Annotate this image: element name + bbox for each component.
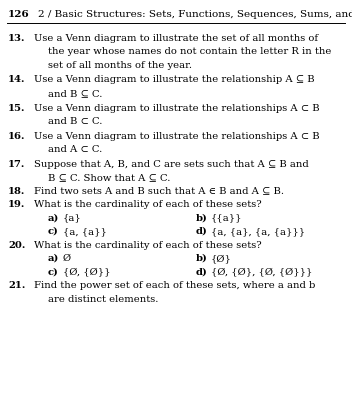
Text: Find two sets A and B such that A ∈ B and A ⊆ B.: Find two sets A and B such that A ∈ B an… — [34, 187, 284, 196]
Text: {Ø, {Ø}}: {Ø, {Ø}} — [63, 268, 111, 277]
Text: c): c) — [48, 268, 59, 277]
Text: b): b) — [196, 254, 208, 263]
Text: What is the cardinality of each of these sets?: What is the cardinality of each of these… — [34, 200, 262, 209]
Text: 15.: 15. — [8, 104, 25, 113]
Text: {a, {a}}: {a, {a}} — [63, 227, 107, 236]
Text: {Ø}: {Ø} — [211, 254, 232, 263]
Text: and B ⊂ C.: and B ⊂ C. — [48, 117, 102, 126]
Text: a): a) — [48, 213, 59, 222]
Text: Use a Venn diagram to illustrate the set of all months of: Use a Venn diagram to illustrate the set… — [34, 34, 318, 43]
Text: Use a Venn diagram to illustrate the relationships A ⊂ B: Use a Venn diagram to illustrate the rel… — [34, 104, 320, 113]
Text: 17.: 17. — [8, 159, 25, 169]
Text: Suppose that A, B, and C are sets such that A ⊆ B and: Suppose that A, B, and C are sets such t… — [34, 159, 309, 169]
Text: Find the power set of each of these sets, where a and b: Find the power set of each of these sets… — [34, 281, 315, 290]
Text: 14.: 14. — [8, 76, 25, 85]
Text: 126: 126 — [8, 10, 30, 19]
Text: are distinct elements.: are distinct elements. — [48, 295, 158, 303]
Text: c): c) — [48, 227, 59, 236]
Text: set of all months of the year.: set of all months of the year. — [48, 61, 192, 70]
Text: Ø: Ø — [63, 254, 71, 263]
Text: b): b) — [196, 213, 208, 222]
Text: and B ⊆ C.: and B ⊆ C. — [48, 89, 102, 98]
Text: 20.: 20. — [8, 240, 25, 249]
Text: Use a Venn diagram to illustrate the relationships A ⊂ B: Use a Venn diagram to illustrate the rel… — [34, 132, 320, 141]
Text: 2 / Basic Structures: Sets, Functions, Sequences, Sums, and M…: 2 / Basic Structures: Sets, Functions, S… — [38, 10, 352, 19]
Text: 19.: 19. — [8, 200, 25, 209]
Text: What is the cardinality of each of these sets?: What is the cardinality of each of these… — [34, 240, 262, 249]
Text: 21.: 21. — [8, 281, 25, 290]
Text: B ⊆ C. Show that A ⊆ C.: B ⊆ C. Show that A ⊆ C. — [48, 173, 170, 182]
Text: {a}: {a} — [63, 213, 82, 222]
Text: {a, {a}, {a, {a}}}: {a, {a}, {a, {a}}} — [211, 227, 305, 236]
Text: {{a}}: {{a}} — [211, 213, 243, 222]
Text: 16.: 16. — [8, 132, 25, 141]
Text: 18.: 18. — [8, 187, 25, 196]
Text: d): d) — [196, 227, 208, 236]
Text: Use a Venn diagram to illustrate the relationship A ⊆ B: Use a Venn diagram to illustrate the rel… — [34, 76, 315, 85]
Text: the year whose names do not contain the letter R in the: the year whose names do not contain the … — [48, 48, 331, 56]
Text: 13.: 13. — [8, 34, 25, 43]
Text: and A ⊂ C.: and A ⊂ C. — [48, 145, 102, 154]
Text: a): a) — [48, 254, 59, 263]
Text: {Ø, {Ø}, {Ø, {Ø}}}: {Ø, {Ø}, {Ø, {Ø}}} — [211, 268, 312, 277]
Text: d): d) — [196, 268, 208, 277]
